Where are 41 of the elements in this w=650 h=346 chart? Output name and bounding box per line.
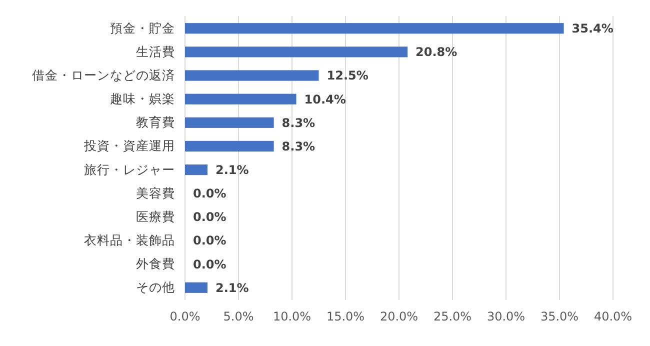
x-tick-label: 10.0% [272,310,312,324]
bar [185,23,564,34]
y-tick-label: 教育費 [136,114,175,130]
y-tick-label: 借金・ローンなどの返済 [32,68,175,83]
bar [185,117,274,128]
bar [185,164,208,176]
bar [185,140,274,152]
y-tick-label: 預金・貯金 [110,20,175,36]
x-tick-label: 30.0% [486,310,526,324]
y-tick-label: 投資・資産運用 [83,138,175,154]
y-tick-label: 医療費 [136,208,175,224]
data-label: 0.0% [193,186,226,201]
x-tick-label: 15.0% [326,310,365,324]
data-label: 8.3% [282,139,316,154]
x-tick-label: 0.0% [170,310,200,324]
data-label: 0.0% [193,257,226,272]
data-label: 0.0% [193,234,226,248]
x-tick-label: 5.0% [223,310,254,324]
data-label: 12.5% [326,68,368,83]
data-label: 35.4% [572,22,614,36]
y-tick-label: 衣料品・装飾品 [84,232,175,248]
data-label: 2.1% [215,162,249,177]
data-label: 10.4% [304,92,346,106]
x-tick-label: 35.0% [540,310,579,324]
y-tick-label: 趣味・娯楽 [110,91,175,106]
bar [185,282,208,293]
y-tick-label: 生活費 [136,44,175,59]
x-tick-label: 20.0% [380,310,418,324]
data-label: 20.8% [416,45,458,60]
y-tick-label: その他 [136,280,175,295]
x-tick-label: 40.0% [594,310,632,324]
y-tick-label: 旅行・レジャー [84,162,175,177]
bar [185,94,296,104]
data-label: 0.0% [193,210,226,224]
bar [185,46,408,58]
data-label: 2.1% [215,280,249,295]
y-tick-label: 外食費 [136,256,175,272]
x-tick-label: 25.0% [433,310,472,324]
bar [185,70,319,81]
data-label: 8.3% [282,116,316,130]
y-tick-label: 美容費 [136,185,175,200]
